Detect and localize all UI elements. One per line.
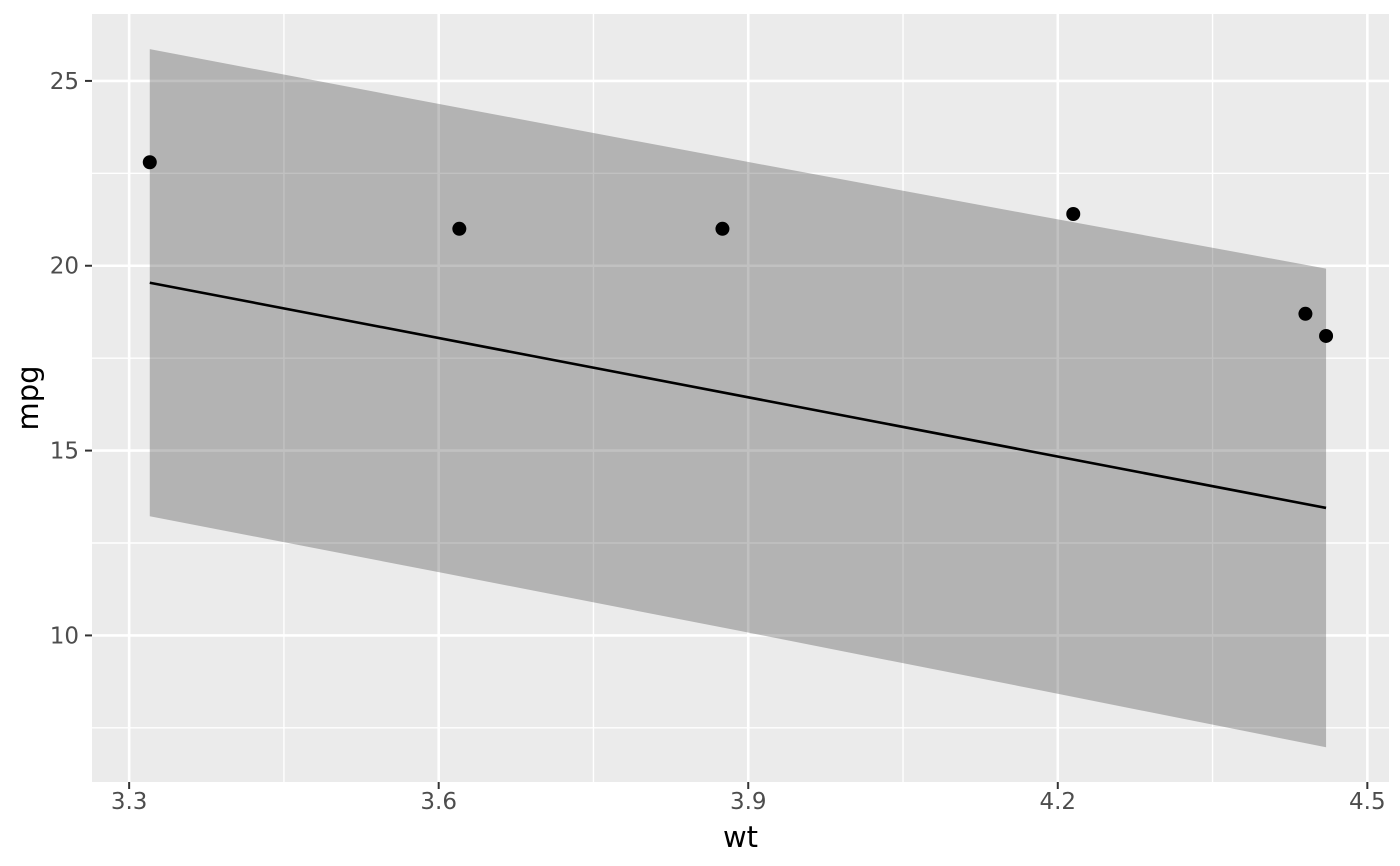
x-tick-label: 4.5 [1349, 789, 1386, 815]
x-tick-label: 3.6 [420, 789, 457, 815]
prediction-ribbon [149, 49, 1327, 748]
panel-background [92, 14, 1389, 782]
y-tick-label: 10 [50, 623, 79, 649]
y-tick-label: 25 [50, 69, 79, 95]
x-axis-title: wt [723, 820, 758, 854]
data-point [142, 155, 157, 170]
data-point [452, 221, 467, 236]
data-point [715, 221, 730, 236]
y-tick-label: 20 [50, 254, 79, 280]
x-tick-label: 3.9 [730, 789, 767, 815]
regression-line [149, 281, 1327, 510]
data-point [1298, 306, 1313, 321]
x-tick-label: 3.3 [111, 789, 148, 815]
data-point [1066, 206, 1081, 221]
y-tick-label: 15 [50, 439, 79, 465]
data-point [1319, 328, 1334, 343]
y-axis-title: mpg [11, 365, 45, 430]
x-tick-label: 4.2 [1039, 789, 1076, 815]
